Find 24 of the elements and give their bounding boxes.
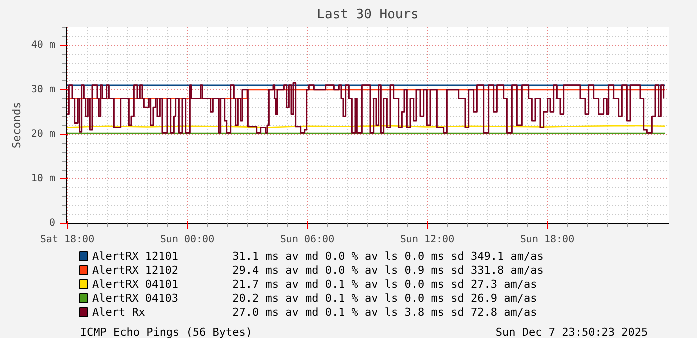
x-tick-label: Sun 18:00 <box>520 234 575 246</box>
text: Sun Dec 7 23:50:23 2025 <box>496 326 648 338</box>
x-tick-label: Sat 18:00 <box>40 234 95 246</box>
legend-label: Alert Rx <box>92 306 146 319</box>
x-tick-label: Sun 00:00 <box>160 234 215 246</box>
y-tick-label: 40 m <box>31 40 56 51</box>
legend-label: AlertRX 12101 <box>92 250 179 263</box>
x-tick-label: Sun 12:00 <box>400 234 455 246</box>
text: 21.7 ms av md 0.1 % av ls 0.0 ms sd 27.3 am/as <box>232 278 538 291</box>
y-tick-label: 20 m <box>31 128 56 140</box>
y-axis-title: Seconds <box>10 102 24 149</box>
y-tick-label: 0 <box>49 218 56 229</box>
text: 20.2 ms av md 0.1 % av ls 0.0 ms sd 26.9 am/as <box>232 292 538 305</box>
legend-label: AlertRX 04101 <box>92 278 179 291</box>
legend-label: AlertRX 12102 <box>92 264 179 277</box>
legend-label: AlertRX 04103 <box>92 292 179 305</box>
chart-title: Last 30 Hours <box>317 8 419 22</box>
text: ICMP Echo Pings (56 Bytes) <box>80 326 253 338</box>
text: 31.1 ms av md 0.0 % av ls 0.0 ms sd 349.1 am/as <box>232 250 544 263</box>
x-tick-label: Sun 06:00 <box>280 234 335 246</box>
y-tick-label: 30 m <box>31 84 56 96</box>
text: 29.4 ms av md 0.0 % av ls 0.9 ms sd 331.8 am/as <box>232 264 544 277</box>
y-tick-label: 10 m <box>31 173 56 184</box>
text: 27.0 ms av md 0.1 % av ls 3.8 ms sd 72.8 am/as <box>232 306 538 319</box>
